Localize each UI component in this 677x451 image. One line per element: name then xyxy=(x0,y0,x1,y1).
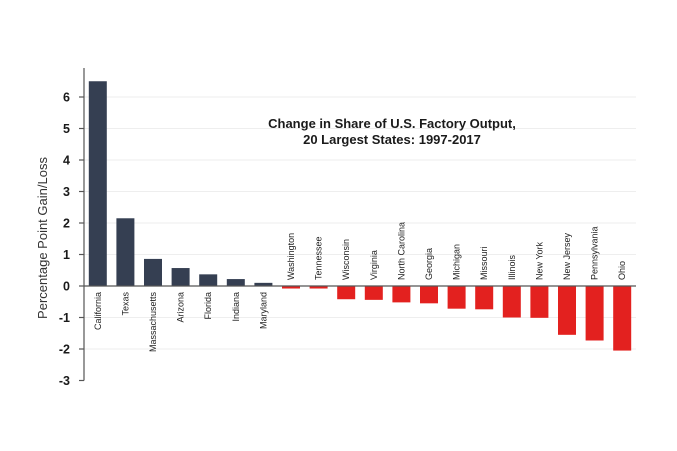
category-label: Illinois xyxy=(507,254,517,280)
bar-tennessee xyxy=(309,286,328,289)
category-label: Wisconsin xyxy=(341,239,351,280)
y-tick-label: 0 xyxy=(63,280,70,294)
category-label: Maryland xyxy=(258,292,268,329)
category-label: New Jersey xyxy=(562,232,572,280)
category-label: Arizona xyxy=(176,292,186,323)
y-tick-label: 4 xyxy=(63,154,70,168)
category-label: Missouri xyxy=(479,246,489,280)
category-label: Michigan xyxy=(452,244,462,280)
y-tick-label: -1 xyxy=(59,311,70,325)
bar-maryland xyxy=(254,282,273,286)
category-label: North Carolina xyxy=(396,222,406,280)
bar-missouri xyxy=(475,286,494,310)
bar-new-york xyxy=(530,286,549,318)
bar-ohio xyxy=(613,286,632,351)
y-tick-label: 3 xyxy=(63,185,70,199)
axes: -3 -2 -1 0 1 2 3 4 5 6 xyxy=(59,68,636,388)
chart-title-line-1: Change in Share of U.S. Factory Output, xyxy=(268,116,516,131)
bar-florida xyxy=(199,274,218,286)
chart-title-line-2: 20 Largest States: 1997-2017 xyxy=(303,132,481,147)
category-label: Florida xyxy=(203,292,213,320)
y-tick-label: 6 xyxy=(63,91,70,105)
gridlines xyxy=(84,96,636,350)
bar-california xyxy=(88,81,107,286)
bar-illinois xyxy=(502,286,521,318)
category-label: Tennessee xyxy=(314,236,324,280)
y-axis-label: Percentage Point Gain/Loss xyxy=(35,157,50,319)
category-label: Washington xyxy=(286,233,296,280)
category-label: Georgia xyxy=(424,248,434,280)
bar-michigan xyxy=(447,286,466,309)
category-label: New York xyxy=(534,241,544,280)
bar-massachusetts xyxy=(144,258,162,286)
category-label: California xyxy=(93,292,103,330)
bar-arizona xyxy=(171,268,190,286)
category-label: Virginia xyxy=(369,250,379,280)
y-tick-label: 5 xyxy=(63,122,70,136)
bar-pennsylvania xyxy=(585,286,604,341)
bar-indiana xyxy=(226,279,245,286)
y-tick-label: -3 xyxy=(59,374,70,388)
category-label: Ohio xyxy=(617,261,627,280)
category-labels: California Texas Massachusetts Arizona Flori… xyxy=(93,222,627,352)
bar-texas xyxy=(116,218,135,286)
y-tick-label: -2 xyxy=(59,343,70,357)
bar-wisconsin xyxy=(337,286,356,300)
category-label: Massachusetts xyxy=(148,292,158,353)
y-tick-label: 1 xyxy=(63,248,70,262)
y-tick-label: 2 xyxy=(63,217,70,231)
bar-new-jersey xyxy=(558,286,576,335)
bars xyxy=(88,81,632,351)
category-label: Pennsylvania xyxy=(590,226,600,280)
category-label: Texas xyxy=(120,292,130,316)
category-label: Indiana xyxy=(231,292,241,322)
bar-north-carolina xyxy=(392,286,411,303)
bar-georgia xyxy=(420,286,438,304)
bar-virginia xyxy=(364,286,383,300)
bar-washington xyxy=(282,286,300,289)
